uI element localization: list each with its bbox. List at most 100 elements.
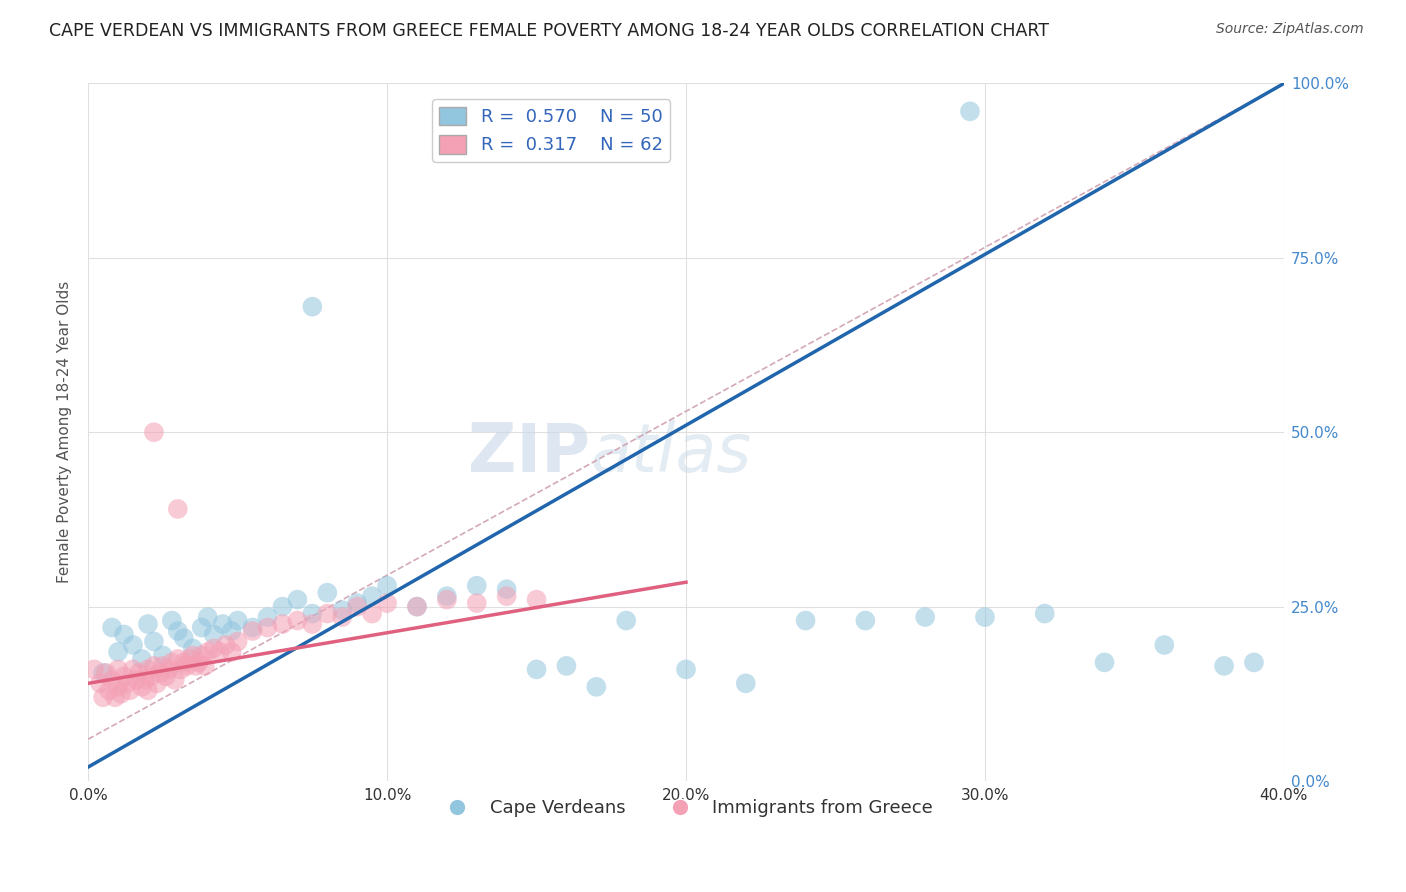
Point [271, 599, 294, 614]
Point [375, 579, 398, 593]
Point [436, 592, 458, 607]
Point [112, 627, 135, 641]
Point [134, 673, 156, 687]
Point [585, 680, 607, 694]
Point [526, 592, 548, 607]
Point [166, 624, 188, 638]
Point [1243, 656, 1265, 670]
Point [152, 659, 174, 673]
Point [197, 610, 219, 624]
Point [1033, 607, 1056, 621]
Point [104, 690, 127, 705]
Point [242, 624, 264, 638]
Point [914, 610, 936, 624]
Point [436, 589, 458, 603]
Point [346, 596, 368, 610]
Point [131, 680, 153, 694]
Point [146, 676, 169, 690]
Point [91, 665, 114, 680]
Point [221, 645, 243, 659]
Point [110, 687, 132, 701]
Point [316, 607, 339, 621]
Text: atlas: atlas [591, 420, 751, 486]
Point [118, 683, 141, 698]
Point [734, 676, 756, 690]
Point [526, 662, 548, 676]
Point [173, 656, 195, 670]
Point [176, 659, 198, 673]
Point [173, 631, 195, 645]
Point [361, 607, 384, 621]
Point [555, 659, 578, 673]
Point [794, 614, 817, 628]
Point [208, 645, 231, 659]
Point [181, 641, 204, 656]
Text: ZIP: ZIP [468, 420, 591, 486]
Point [131, 652, 153, 666]
Point [149, 665, 172, 680]
Point [221, 624, 243, 638]
Point [301, 617, 323, 632]
Point [194, 659, 217, 673]
Point [1213, 659, 1236, 673]
Point [179, 652, 201, 666]
Text: Source: ZipAtlas.com: Source: ZipAtlas.com [1216, 22, 1364, 37]
Text: CAPE VERDEAN VS IMMIGRANTS FROM GREECE FEMALE POVERTY AMONG 18-24 YEAR OLDS CORR: CAPE VERDEAN VS IMMIGRANTS FROM GREECE F… [49, 22, 1049, 40]
Point [160, 656, 183, 670]
Point [166, 502, 188, 516]
Point [94, 665, 117, 680]
Point [256, 621, 278, 635]
Point [974, 610, 997, 624]
Point [465, 596, 488, 610]
Point [1153, 638, 1175, 652]
Point [101, 621, 124, 635]
Point [187, 656, 209, 670]
Point [614, 614, 637, 628]
Point [202, 641, 225, 656]
Point [375, 596, 398, 610]
Point [1094, 656, 1116, 670]
Point [107, 680, 129, 694]
Point [406, 599, 429, 614]
Y-axis label: Female Poverty Among 18-24 Year Olds: Female Poverty Among 18-24 Year Olds [58, 281, 72, 583]
Point [271, 617, 294, 632]
Point [112, 669, 135, 683]
Point [190, 648, 212, 663]
Point [330, 610, 353, 624]
Point [242, 621, 264, 635]
Point [256, 610, 278, 624]
Point [675, 662, 697, 676]
Point [142, 634, 165, 648]
Point [170, 662, 193, 676]
Point [122, 662, 145, 676]
Point [122, 638, 145, 652]
Point [190, 621, 212, 635]
Point [181, 648, 204, 663]
Point [361, 589, 384, 603]
Point [301, 300, 323, 314]
Point [91, 690, 114, 705]
Point [115, 676, 138, 690]
Point [406, 599, 429, 614]
Point [959, 104, 981, 119]
Point [142, 425, 165, 440]
Point [211, 617, 233, 632]
Point [139, 669, 162, 683]
Point [136, 662, 159, 676]
Point [155, 669, 177, 683]
Point [197, 645, 219, 659]
Point [142, 659, 165, 673]
Point [98, 683, 121, 698]
Point [107, 662, 129, 676]
Legend: Cape Verdeans, Immigrants from Greece: Cape Verdeans, Immigrants from Greece [432, 792, 941, 824]
Point [214, 638, 236, 652]
Point [163, 673, 186, 687]
Point [301, 607, 323, 621]
Point [166, 652, 188, 666]
Point [346, 599, 368, 614]
Point [125, 673, 148, 687]
Point [226, 614, 249, 628]
Point [136, 683, 159, 698]
Point [287, 614, 309, 628]
Point [160, 614, 183, 628]
